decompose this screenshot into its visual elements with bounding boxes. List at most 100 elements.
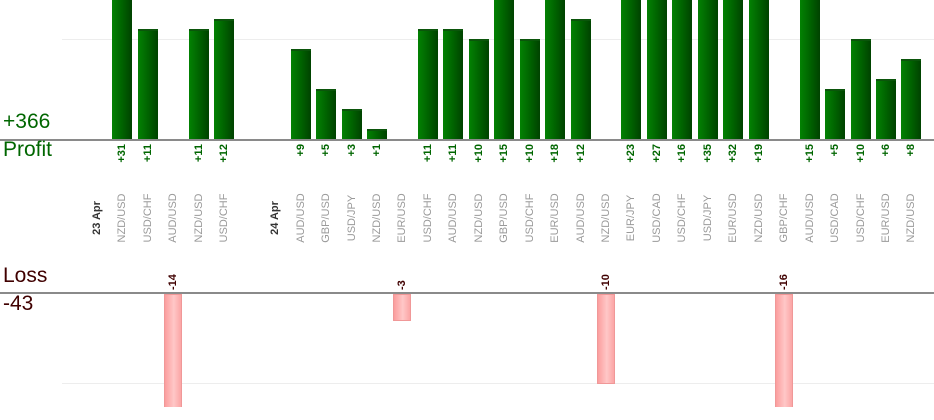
profit-bar (290, 49, 311, 139)
profit-bar (519, 39, 540, 139)
profit-value-label: +5 (829, 144, 842, 157)
pair-label: NZD/USD (905, 193, 918, 243)
pair-label: EUR/JPY (625, 194, 638, 242)
pair-label: USD/CAD (829, 193, 842, 243)
profit-bar (112, 0, 133, 139)
loss-bar (775, 293, 794, 407)
profit-bar (697, 0, 718, 139)
pair-label: USD/CHF (854, 193, 867, 243)
profit-value-label: +9 (294, 144, 307, 157)
profit-bar (723, 0, 744, 139)
date-label: 23 Apr (91, 201, 103, 235)
loss-value-label: -14 (167, 274, 180, 290)
profit-value-label: +11 (421, 144, 434, 163)
profit-value-label: +12 (574, 144, 587, 163)
profit-bar (621, 0, 642, 139)
profit-bar (825, 89, 846, 139)
loss-value-label: -10 (600, 274, 612, 290)
loss-bar (393, 293, 412, 321)
loss-total: -43 (3, 292, 34, 315)
profit-bar (672, 0, 693, 139)
pair-label: AUD/USD (803, 193, 816, 243)
pair-label: USD/CHF (523, 193, 536, 243)
pair-label: GBP/USD (320, 193, 333, 243)
loss-bar (164, 293, 183, 407)
profit-bar (646, 0, 667, 139)
profit-value-label: +8 (905, 144, 918, 157)
pair-label: USD/JPY (345, 194, 358, 242)
profit-bar (214, 19, 235, 139)
profit-value-label: +32 (727, 144, 740, 163)
profit-value-label: +5 (320, 144, 333, 157)
profit-bar (850, 39, 871, 139)
pair-label: EUR/USD (396, 193, 409, 243)
profit-bar (316, 89, 337, 139)
profit-bar (570, 19, 591, 139)
profit-value-label: +6 (879, 144, 892, 157)
profit-value-label: +18 (549, 144, 562, 163)
profit-total: +366 (3, 110, 51, 133)
profit-value-label: +16 (676, 144, 689, 163)
profit-bar (366, 129, 387, 139)
pair-label: AUD/USD (167, 193, 180, 243)
profit-bar (748, 0, 769, 139)
loss-axis-line (0, 292, 934, 294)
pair-label: AUD/USD (294, 193, 307, 243)
profit-value-label: +11 (447, 144, 460, 163)
profit-value-label: +35 (701, 144, 714, 163)
profit-bar (875, 79, 896, 139)
pair-label: NZD/USD (192, 193, 205, 243)
profit-value-label: +23 (625, 144, 638, 163)
profit-value-label: +15 (803, 144, 816, 163)
pair-label: GBP/CHF (778, 193, 791, 243)
profit-value-label: +12 (218, 144, 231, 163)
profit-bar (188, 29, 209, 139)
profit-bar (494, 0, 515, 139)
pair-label: USD/CHF (141, 193, 154, 243)
loss-gridline (62, 383, 934, 384)
pair-label: USD/CHF (676, 193, 689, 243)
date-label: 24 Apr (269, 201, 282, 235)
pair-label: NZD/USD (370, 193, 383, 243)
pair-label: EUR/USD (549, 193, 562, 243)
pair-label: USD/CAD (650, 193, 663, 243)
loss-bar (597, 293, 615, 384)
profit-bar (417, 29, 438, 139)
profit-value-label: +19 (752, 144, 765, 163)
loss-value-label: -16 (778, 274, 791, 290)
profit-value-label: +1 (370, 144, 383, 157)
pair-label: AUD/USD (574, 193, 587, 243)
loss-axis-label: Loss (3, 264, 48, 287)
pair-label: GBP/USD (498, 193, 511, 243)
profit-value-label: +3 (345, 144, 358, 157)
profit-bar (443, 29, 464, 139)
profit-value-label: +10 (472, 144, 485, 163)
profit-bar (901, 59, 922, 139)
pair-label: NZD/USD (116, 193, 129, 243)
profit-value-label: +10 (523, 144, 536, 163)
pair-label: USD/CHF (218, 193, 231, 243)
pair-label: NZD/USD (472, 193, 485, 243)
pair-label: NZD/USD (752, 193, 765, 243)
profit-bar (137, 29, 158, 139)
pair-label: USD/JPY (701, 194, 714, 242)
profit-value-label: +11 (141, 144, 154, 163)
profit-axis-line (0, 139, 934, 141)
profit-value-label: +11 (192, 144, 205, 163)
profit-value-label: +15 (498, 144, 511, 163)
profit-bar (468, 39, 489, 139)
profit-value-label: +27 (650, 144, 663, 163)
pair-label: EUR/USD (879, 193, 892, 243)
profit-axis-label: Profit (3, 138, 53, 161)
pair-label: NZD/USD (600, 193, 612, 243)
profit-bar (545, 0, 566, 139)
profit-value-label: +31 (116, 144, 129, 163)
profit-bar (341, 109, 362, 139)
pair-label: AUD/USD (447, 193, 460, 243)
loss-value-label: -3 (396, 280, 409, 290)
pair-label: USD/CHF (421, 193, 434, 243)
profit-value-label: +10 (854, 144, 867, 163)
pair-label: EUR/USD (727, 193, 740, 243)
profit-bar (799, 0, 820, 139)
